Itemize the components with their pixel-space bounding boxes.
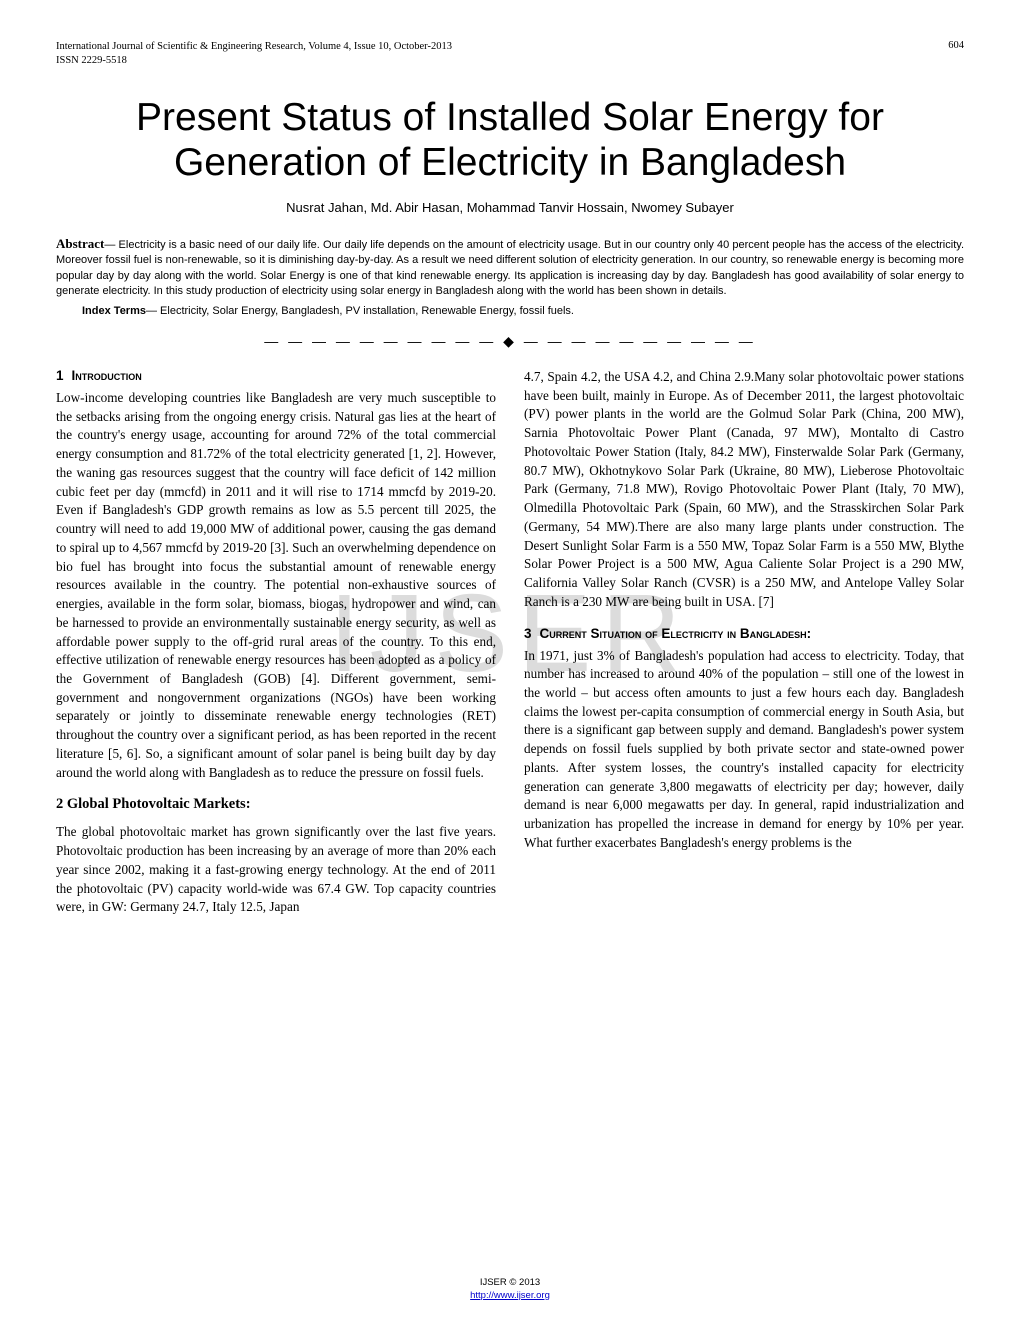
section-1-title: Introduction: [72, 368, 142, 383]
authors: Nusrat Jahan, Md. Abir Hasan, Mohammad T…: [56, 200, 964, 215]
index-terms: Index Terms— Electricity, Solar Energy, …: [82, 304, 964, 319]
journal-line-1: International Journal of Scientific & En…: [56, 40, 452, 54]
section-1-body: Low-income developing countries like Ban…: [56, 389, 496, 782]
footer: IJSER © 2013 http://www.ijser.org: [0, 1277, 1020, 1302]
abstract-text: — Electricity is a basic need of our dai…: [56, 239, 964, 297]
separator: — — — — — — — — — — ◆ — — — — — — — — — …: [56, 333, 964, 350]
section-3-number: 3: [524, 626, 532, 641]
abstract-label: Abstract: [56, 236, 104, 251]
index-terms-label: Index Terms: [82, 305, 146, 317]
left-column: 1 Introduction Low-income developing coun…: [56, 368, 496, 931]
page-number: 604: [948, 40, 964, 51]
abstract-block: Abstract— Electricity is a basic need of…: [56, 235, 964, 300]
section-3-body: In 1971, just 3% of Bangladesh's populat…: [524, 647, 964, 853]
two-column-layout: 1 Introduction Low-income developing coun…: [56, 368, 964, 931]
index-terms-text: — Electricity, Solar Energy, Bangladesh,…: [146, 305, 574, 317]
section-2-body: The global photovoltaic market has grown…: [56, 823, 496, 917]
footer-link[interactable]: http://www.ijser.org: [470, 1290, 550, 1301]
section-2-heading: 2 Global Photovoltaic Markets:: [56, 796, 496, 813]
section-1-number: 1: [56, 368, 64, 383]
section-3-title: Current Situation of Electricity in Bang…: [540, 626, 812, 641]
journal-info: International Journal of Scientific & En…: [56, 40, 452, 68]
page-content: International Journal of Scientific & En…: [56, 40, 964, 931]
section-3-heading: 3 Current Situation of Electricity in Ban…: [524, 626, 964, 641]
paper-title: Present Status of Installed Solar Energy…: [56, 96, 964, 186]
journal-line-2: ISSN 2229-5518: [56, 54, 452, 68]
header-row: International Journal of Scientific & En…: [56, 40, 964, 68]
section-1-heading: 1 Introduction: [56, 368, 496, 383]
footer-copyright: IJSER © 2013: [0, 1277, 1020, 1289]
section-2-continuation: 4.7, Spain 4.2, the USA 4.2, and China 2…: [524, 368, 964, 612]
right-column: 4.7, Spain 4.2, the USA 4.2, and China 2…: [524, 368, 964, 931]
